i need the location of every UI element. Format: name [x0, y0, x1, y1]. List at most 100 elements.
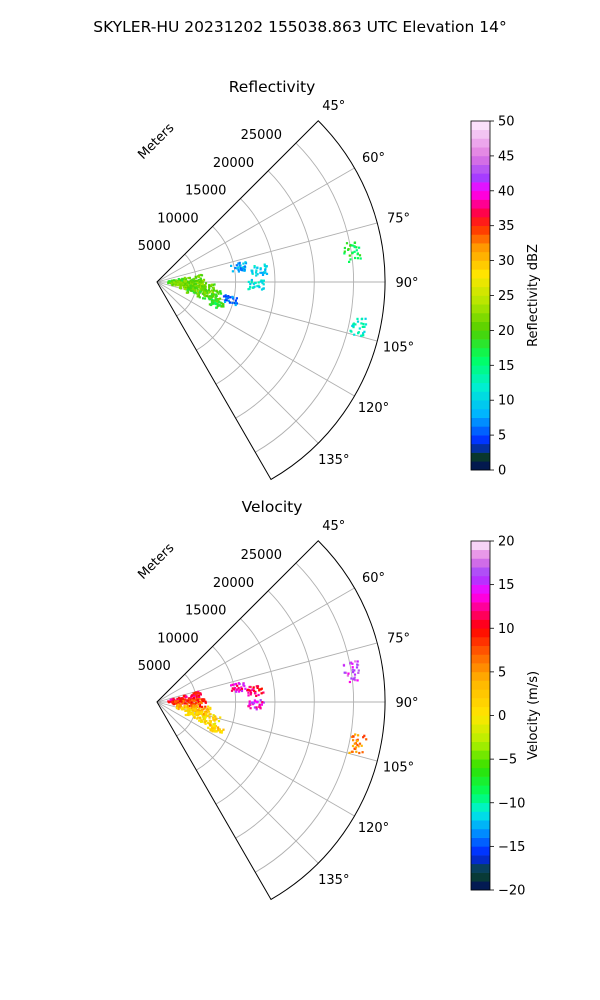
echo-pixel [251, 688, 254, 691]
echo-pixel [203, 284, 206, 287]
echo-pixel [351, 735, 354, 739]
colorbar-segment [471, 129, 490, 139]
range-tick-label: 10000 [157, 631, 198, 646]
echo-pixel [178, 286, 182, 289]
echo-pixel [349, 258, 352, 261]
echo-pixel [204, 282, 208, 285]
echo-pixel [232, 688, 235, 691]
colorbar-tick-label: 5 [498, 665, 506, 680]
echo-pixel [353, 677, 356, 680]
echo-pixel [215, 306, 218, 309]
echo-pixel [220, 305, 223, 308]
echo-pixel [363, 734, 366, 737]
echo-pixel [203, 698, 206, 701]
echo-pixel [186, 705, 190, 708]
echo-pixel [191, 289, 194, 293]
echo-layer [167, 241, 368, 338]
echo-pixel [217, 720, 221, 723]
echo-pixel [172, 283, 175, 286]
colorbar-segment [471, 330, 490, 340]
echo-pixel [177, 700, 180, 703]
echo-pixel [178, 700, 181, 703]
echo-pixel [356, 679, 359, 682]
echo-pixel [362, 332, 365, 335]
azimuth-tick-label: 135° [318, 873, 349, 888]
echo-pixel [212, 302, 215, 305]
echo-pixel [354, 733, 357, 736]
echo-cluster [230, 261, 248, 273]
echo-pixel [249, 282, 252, 286]
echo-pixel [357, 745, 360, 748]
echo-pixel [263, 263, 266, 266]
figure-suptitle: SKYLER-HU 20231202 155038.863 UTC Elevat… [93, 18, 507, 36]
colorbar-tick-label: 25 [498, 289, 515, 304]
colorbar-segment [471, 689, 490, 699]
echo-pixel [248, 704, 251, 707]
echo-pixel [194, 702, 197, 705]
colorbar-segment [471, 732, 490, 742]
echo-pixel [237, 266, 240, 269]
echo-pixel [256, 686, 259, 689]
echo-pixel [205, 294, 208, 297]
echo-pixel [231, 270, 234, 273]
colorbar-segment [471, 382, 490, 392]
echo-pixel [222, 303, 225, 306]
echo-pixel [187, 288, 190, 291]
echo-pixel [195, 701, 199, 704]
echo-pixel [183, 276, 186, 279]
echo-pixel [189, 289, 193, 292]
echo-pixel [260, 703, 263, 706]
echo-pixel [217, 298, 220, 301]
echo-pixel [265, 272, 269, 275]
echo-pixel [356, 320, 360, 323]
echo-pixel [203, 718, 207, 721]
echo-pixel [353, 241, 357, 244]
echo-pixel [250, 278, 253, 282]
echo-pixel [208, 303, 211, 306]
echo-pixel [187, 697, 190, 700]
echo-pixel [184, 702, 187, 705]
echo-pixel [242, 262, 245, 265]
range-tick-label: 25000 [241, 548, 282, 563]
echo-pixel [208, 298, 211, 301]
echo-pixel [208, 291, 211, 294]
echo-pixel [242, 266, 245, 269]
colorbar-segment [471, 173, 490, 183]
echo-pixel [224, 295, 227, 298]
colorbar-segment [471, 575, 490, 585]
echo-pixel [353, 747, 356, 750]
echo-pixel [183, 705, 186, 708]
colorbar-segment [471, 863, 490, 873]
echo-pixel [219, 297, 222, 300]
echo-pixel [199, 286, 202, 289]
echo-pixel [349, 662, 352, 665]
colorbar-tick-label: −10 [498, 796, 525, 811]
echo-pixel [358, 327, 361, 330]
colorbar-segment [471, 286, 490, 296]
echo-pixel [215, 298, 218, 301]
echo-pixel [259, 699, 262, 702]
echo-pixel [352, 671, 355, 674]
echo-pixel [188, 705, 191, 708]
colorbar-segment [471, 811, 490, 821]
echo-pixel [207, 295, 210, 298]
echo-pixel [212, 723, 215, 726]
echo-pixel [210, 300, 213, 304]
echo-pixel [204, 285, 207, 288]
echo-pixel [197, 295, 200, 298]
echo-pixel [187, 709, 190, 712]
echo-pixel [227, 295, 230, 298]
colorbar-segment [471, 295, 490, 305]
colorbar-segment [471, 417, 490, 427]
colorbar-tick-label: 5 [498, 429, 506, 444]
colorbar-tick-label: 0 [498, 464, 506, 479]
echo-pixel [184, 695, 187, 698]
echo-pixel [356, 663, 359, 666]
echo-pixel [191, 709, 195, 712]
sector-outline [156, 540, 386, 901]
echo-pixel [237, 690, 241, 693]
echo-pixel [194, 707, 197, 710]
echo-pixel [357, 331, 360, 334]
echo-pixel [217, 304, 220, 307]
echo-cluster [247, 278, 265, 291]
